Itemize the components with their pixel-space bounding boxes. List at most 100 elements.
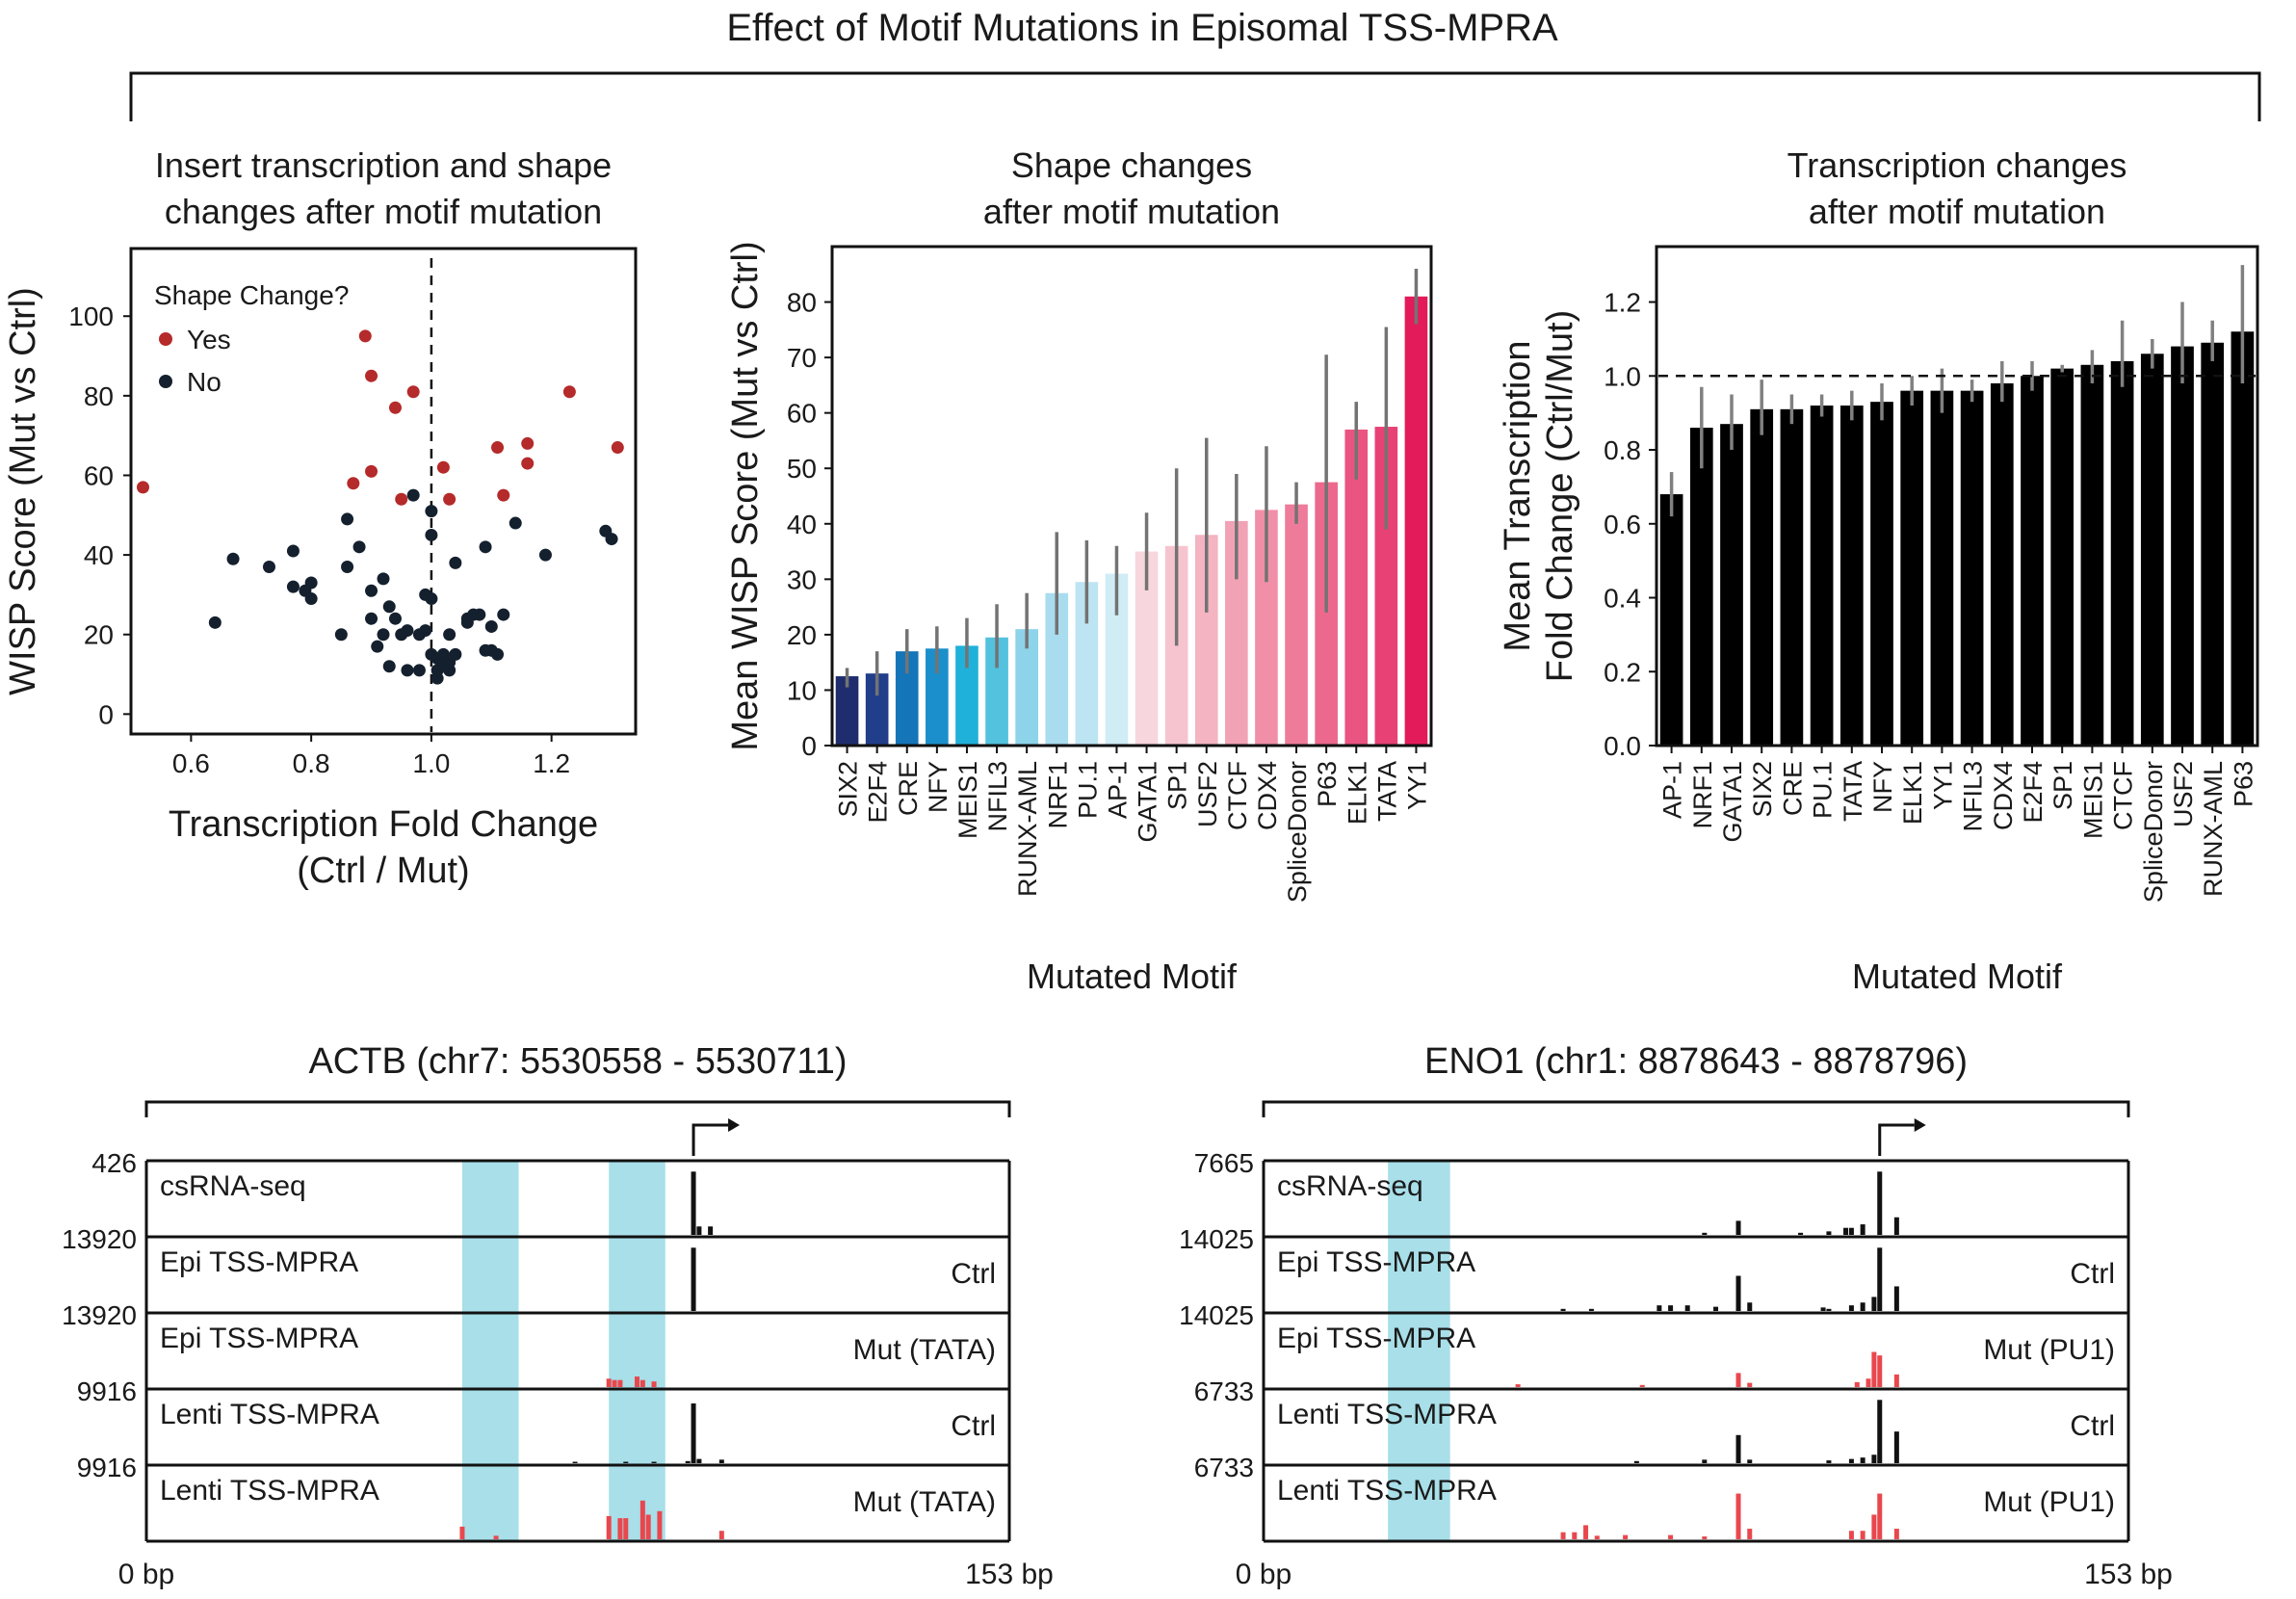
browser-signal-peak	[1588, 1308, 1594, 1311]
scatter-point-no	[605, 533, 618, 546]
scatter-y-tick-label: 60	[84, 460, 114, 490]
tx-y-tick-label: 0.8	[1604, 435, 1641, 465]
browser-track-label: Epi TSS-MPRA	[1277, 1323, 1475, 1354]
tx-x-axis-label: Mutated Motif	[1852, 957, 2063, 996]
tx-x-tick-label: AP-1	[1658, 761, 1687, 819]
tx-bar	[1900, 390, 1924, 746]
browser-signal-peak	[696, 1458, 702, 1463]
scatter-point-yes	[365, 369, 378, 382]
browser-signal-peak	[1860, 1457, 1866, 1463]
scatter-x-axis-label-line-2: (Ctrl / Mut)	[297, 851, 469, 891]
scatter-point-yes	[491, 441, 505, 455]
wisp-x-tick-label: SIX2	[834, 761, 863, 818]
browser-signal-peak	[1877, 1355, 1883, 1387]
wisp-x-tick-label: P63	[1313, 761, 1342, 807]
wisp-x-tick-label: PU.1	[1073, 761, 1102, 819]
scatter-point-no	[473, 608, 486, 621]
scatter-y-tick-label: 100	[68, 301, 114, 331]
scatter-point-no	[491, 647, 505, 661]
browser-signal-peak	[1877, 1493, 1883, 1539]
scatter-point-no	[382, 660, 396, 673]
wisp-bar	[955, 645, 978, 746]
tx-bar	[1720, 424, 1743, 746]
scatter-point-no	[365, 612, 378, 625]
browser-signal-peak	[1871, 1297, 1877, 1311]
scatter-point-no	[341, 512, 354, 526]
figure-bracket	[129, 71, 2261, 121]
tx-y-tick-label: 1.0	[1604, 361, 1641, 391]
wisp-bar	[1194, 535, 1218, 746]
tx-y-tick-label: 0.2	[1604, 657, 1641, 687]
tx-x-tick-label: NRF1	[1688, 761, 1717, 829]
browser-panel-actb: ACTB (chr7: 5530558 - 5530711) 426 csRNA-s…	[62, 1041, 1054, 1590]
tx-bar	[2021, 376, 2044, 746]
scatter-point-no	[538, 548, 552, 562]
wisp-y-axis-label-line-1: Mean WISP Score (Mut vs Ctrl)	[725, 241, 766, 750]
browser-signal-peak	[1871, 1455, 1877, 1463]
browser-signal-peak	[1871, 1514, 1877, 1539]
scatter-point-no	[425, 528, 438, 541]
browser-track-label: Epi TSS-MPRA	[160, 1246, 358, 1278]
scatter-point-yes	[497, 488, 510, 502]
browser-axis-end: 153 bp	[965, 1559, 1054, 1590]
browser-panel-eno1: ENO1 (chr1: 8878643 - 8878796) 7665 csRNA-…	[1179, 1041, 2173, 1590]
scatter-point-yes	[521, 436, 535, 450]
browser-signal-peak	[1702, 1232, 1708, 1235]
scatter-panel: Insert transcription and shape changes af…	[3, 145, 638, 891]
scatter-x-tick-label: 1.2	[533, 748, 570, 778]
scatter-point-no	[262, 560, 275, 573]
browser-signal-peak	[1702, 1536, 1708, 1539]
scatter-title-line-1: Insert transcription and shape	[155, 145, 612, 185]
browser-highlight-region	[609, 1161, 665, 1541]
tx-bar	[1780, 408, 1804, 746]
browser-signal-peak	[1594, 1535, 1600, 1539]
browser-signal-peak	[1820, 1307, 1826, 1311]
browser-track-label: csRNA-seq	[160, 1170, 306, 1202]
scatter-x-tick-label: 1.0	[412, 748, 450, 778]
browser-track-tag: Mut (PU1)	[1983, 1486, 2115, 1518]
scatter-point-no	[377, 628, 390, 642]
browser-signal-peak	[696, 1226, 702, 1235]
browser-signal-peak	[459, 1526, 465, 1539]
scatter-point-yes	[611, 441, 624, 455]
browser-track-scale: 7665	[1194, 1148, 1254, 1178]
wisp-title-line-1: Shape changes	[1011, 145, 1252, 185]
tx-bar	[2231, 331, 2255, 746]
browser-signal-peak	[1866, 1378, 1871, 1387]
tx-y-tick-label: 0.4	[1604, 584, 1641, 614]
wisp-bar	[1344, 429, 1369, 746]
scatter-x-tick-label: 0.8	[293, 748, 330, 778]
wisp-y-tick-label: 70	[787, 343, 817, 373]
browser-signal-peak	[617, 1518, 623, 1539]
browser-track-scale: 13920	[62, 1224, 137, 1254]
scatter-y-tick-label: 0	[98, 699, 114, 729]
wisp-y-tick-label: 60	[787, 399, 817, 429]
browser-signal-peak	[1560, 1308, 1566, 1311]
browser-signal-peak	[685, 1460, 691, 1463]
browser-signal-peak	[1798, 1232, 1804, 1235]
wisp-y-tick-label: 40	[787, 510, 817, 539]
wisp-x-tick-label: ELK1	[1343, 761, 1371, 825]
browser-track-label: Lenti TSS-MPRA	[1277, 1475, 1497, 1507]
browser-signal-peak	[1735, 1493, 1741, 1539]
wisp-x-tick-label: AP-1	[1103, 761, 1132, 819]
scatter-legend-no-marker	[159, 375, 172, 388]
scatter-x-tick-label: 0.6	[172, 748, 210, 778]
tx-y-tick-label: 1.2	[1604, 288, 1641, 318]
browser-signal-peak	[691, 1402, 696, 1463]
tx-bar	[2080, 364, 2104, 746]
browser-track-scale: 6733	[1194, 1376, 1254, 1406]
browser-signal-peak	[572, 1461, 578, 1463]
browser-signal-peak	[493, 1535, 499, 1539]
scatter-legend-no-label: No	[187, 367, 222, 397]
scatter-point-yes	[136, 481, 149, 494]
browser-signal-peak	[1747, 1382, 1753, 1387]
scatter-point-no	[479, 540, 492, 554]
browser-track-scale: 426	[91, 1148, 137, 1178]
browser-signal-peak	[691, 1171, 696, 1235]
browser-track-scale: 9916	[77, 1376, 137, 1406]
browser-signal-peak	[1747, 1529, 1753, 1539]
tx-title-line-1: Transcription changes	[1787, 145, 2127, 185]
tx-bar	[1689, 428, 1713, 746]
browser-axis-start: 0 bp	[118, 1559, 174, 1590]
